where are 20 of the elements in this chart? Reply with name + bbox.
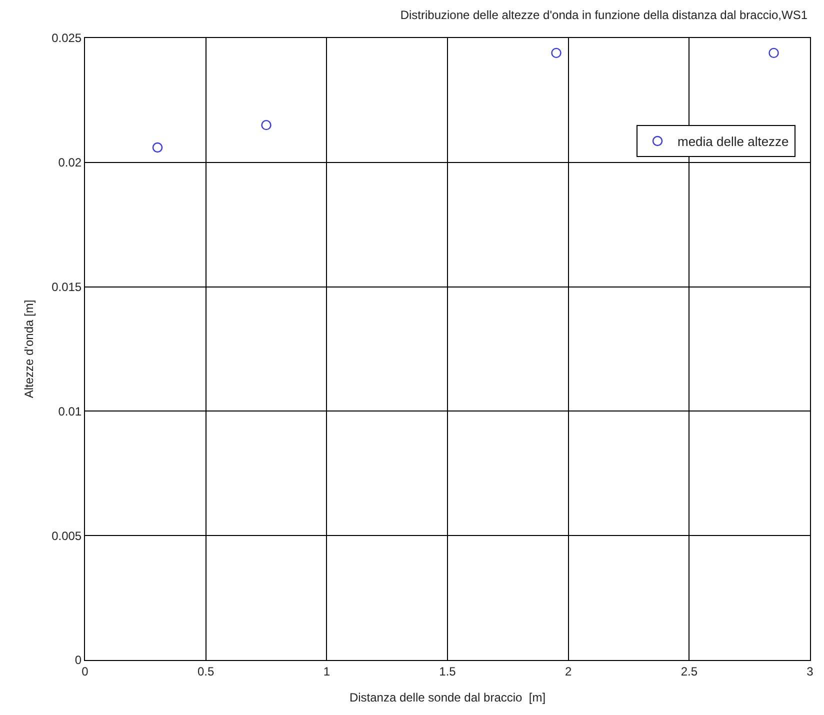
y-tick-label: 0.005 — [52, 528, 82, 543]
x-tick-label: 2.5 — [680, 664, 698, 678]
x-tick-label: 3 — [806, 664, 814, 678]
point — [551, 48, 562, 58]
x-tick-label: 1.5 — [439, 664, 456, 678]
y-tick-label: 0.015 — [52, 280, 82, 294]
y-tick-label: 0 — [74, 653, 82, 668]
y-tick-label: 0.025 — [52, 31, 82, 46]
point — [152, 142, 163, 153]
point — [261, 120, 272, 130]
x-tick-label: 1 — [323, 664, 330, 678]
x-tick-label: 0.5 — [197, 664, 214, 678]
legend-label: media delle altezze — [678, 134, 789, 150]
x-tick-label: 2 — [564, 664, 572, 678]
chart-title: Distribuzione delle altezze d'onda in funzione della distanza dal braccio,WS1 — [400, 8, 808, 22]
x-axis-title: Distanza delle sonde dal braccio [m] — [349, 690, 546, 704]
y-tick-label: 0.01 — [58, 404, 82, 418]
y-axis-title: Altezze d'onda [m] — [22, 300, 36, 398]
point — [768, 48, 779, 58]
y-tick-label: 0.02 — [58, 156, 82, 170]
